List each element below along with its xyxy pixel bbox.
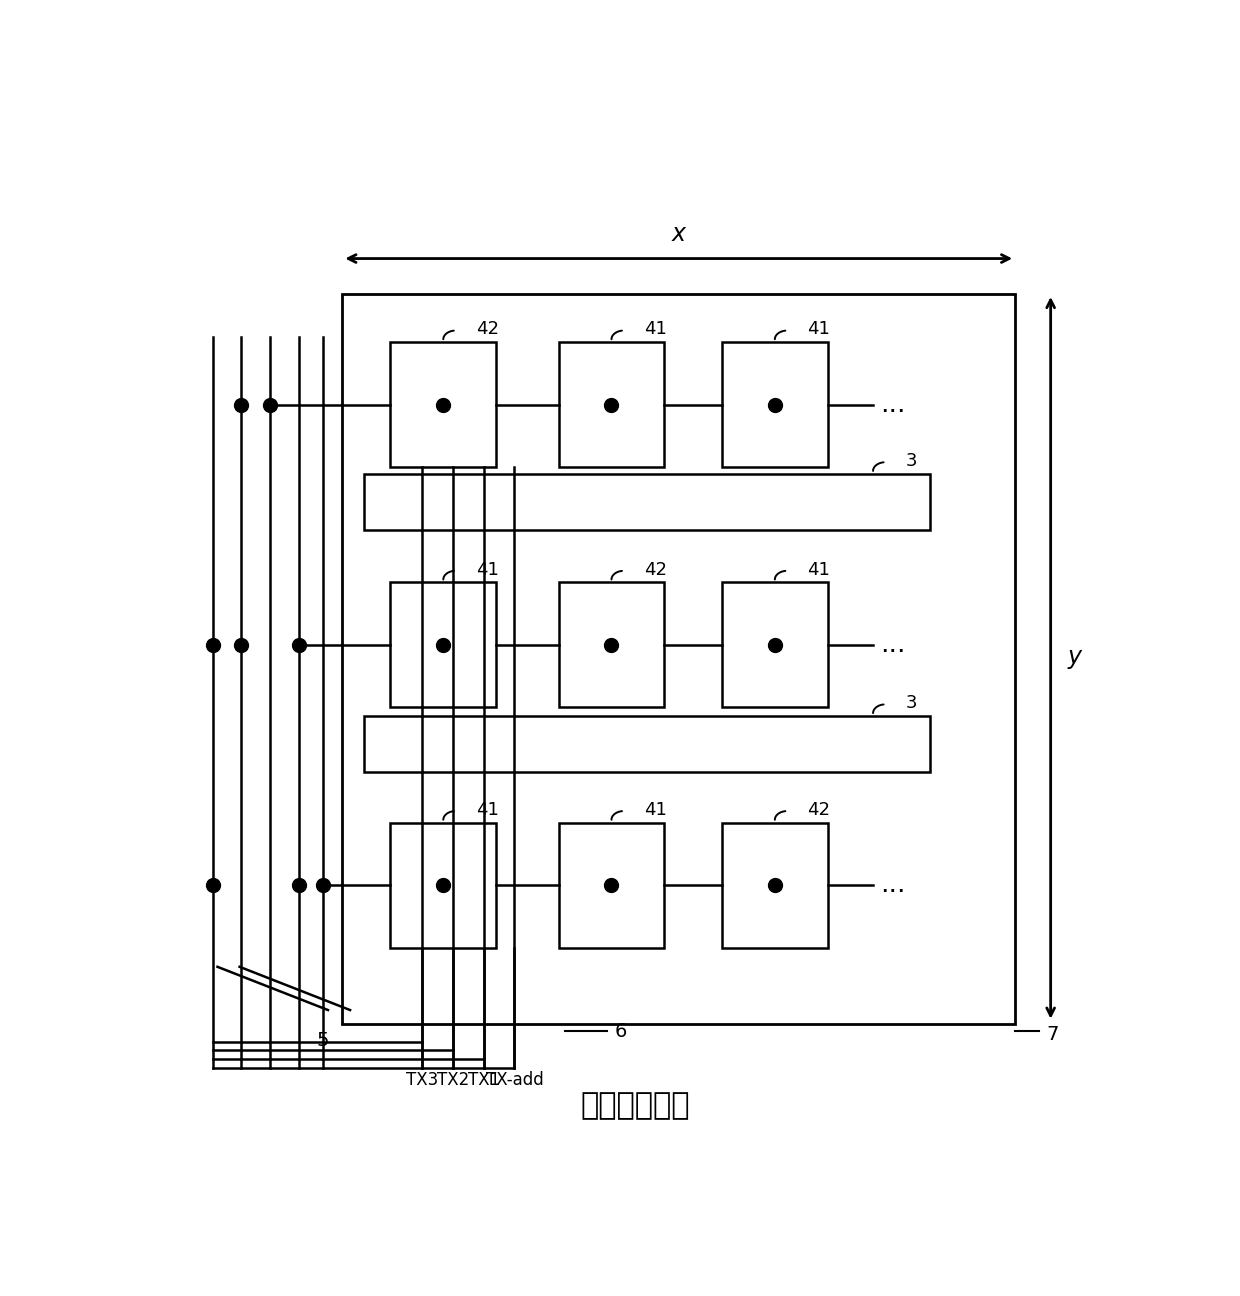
Text: 6: 6 — [614, 1021, 626, 1041]
Bar — [722, 823, 828, 947]
Bar — [365, 474, 930, 530]
Text: 41: 41 — [644, 801, 667, 819]
Text: ...: ... — [880, 391, 906, 417]
Text: x: x — [672, 222, 686, 245]
Text: 41: 41 — [807, 561, 831, 578]
Text: TX1: TX1 — [467, 1070, 500, 1089]
Bar — [722, 582, 828, 708]
Text: 3: 3 — [905, 695, 918, 712]
Bar — [722, 342, 828, 467]
Bar — [558, 582, 665, 708]
Text: 42: 42 — [807, 801, 831, 819]
Text: ...: ... — [880, 632, 906, 658]
Text: TX3: TX3 — [405, 1070, 438, 1089]
Text: y: y — [1068, 645, 1081, 669]
Bar — [391, 342, 496, 467]
Text: 41: 41 — [644, 320, 667, 338]
Text: TX2: TX2 — [436, 1070, 469, 1089]
Text: 42: 42 — [476, 320, 498, 338]
Bar — [342, 294, 1016, 1024]
Bar — [365, 715, 930, 771]
Text: ...: ... — [880, 872, 906, 898]
Text: TX-add: TX-add — [486, 1070, 543, 1089]
Text: 41: 41 — [807, 320, 831, 338]
Bar — [558, 342, 665, 467]
Text: 3: 3 — [905, 452, 918, 470]
Bar — [391, 823, 496, 947]
Bar — [558, 823, 665, 947]
Text: 7: 7 — [1047, 1025, 1059, 1043]
Text: 42: 42 — [644, 561, 667, 578]
Text: 41: 41 — [476, 801, 498, 819]
Bar — [391, 582, 496, 708]
Text: 41: 41 — [476, 561, 498, 578]
Text: 5: 5 — [317, 1032, 330, 1050]
Text: 触控显示装置: 触控显示装置 — [580, 1091, 691, 1121]
